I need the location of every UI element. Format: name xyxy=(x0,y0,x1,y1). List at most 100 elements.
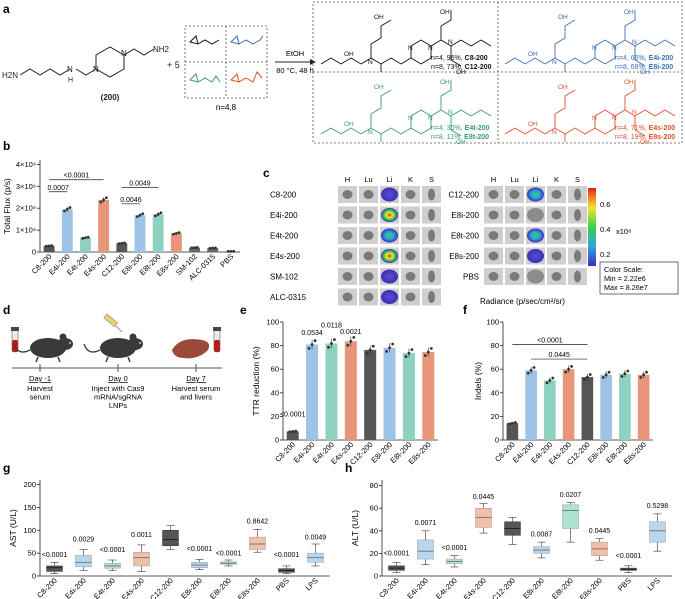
color-scale-text: Min = 2.22e6 xyxy=(604,274,646,283)
p-value-label: <0.0001 xyxy=(216,550,242,557)
data-point xyxy=(551,376,555,380)
data-point xyxy=(307,346,311,350)
product-atom-label: OH xyxy=(624,9,634,16)
colorbar-unit: x10⁸ xyxy=(616,227,631,236)
data-point xyxy=(410,348,414,352)
p-value-label: <0.0001 xyxy=(616,553,642,560)
product-atom-label: N xyxy=(408,115,413,122)
p-value-label: <0.0001 xyxy=(384,551,410,558)
p-value-label: 0.0207 xyxy=(560,492,582,499)
data-point xyxy=(532,366,536,369)
data-point xyxy=(385,350,388,353)
liver-signal xyxy=(381,290,398,304)
data-point xyxy=(123,241,126,245)
x-tick-label: PBS xyxy=(274,576,291,593)
data-point xyxy=(81,236,85,240)
data-point xyxy=(226,249,230,253)
bar-C12-200 xyxy=(581,377,594,440)
data-point xyxy=(513,421,517,424)
p-value-label: <0.0001 xyxy=(537,337,563,344)
bar-C8-200 xyxy=(43,245,55,252)
p-value-label: <0.0001 xyxy=(274,552,300,559)
data-point xyxy=(44,244,48,248)
timeline-step-desc: Harvest serum xyxy=(172,384,221,393)
product-atom-label: N xyxy=(448,39,453,46)
x-tick-label: C12-200 xyxy=(490,576,517,599)
timeline-step-desc: Inject with Cas9 xyxy=(92,384,145,393)
product-structure-2: OH OH OH OH N N N N xyxy=(320,79,492,146)
organ-shape xyxy=(363,231,374,240)
y-axis-label: AST (U/L) xyxy=(8,509,18,547)
p-value-label: <0.0001 xyxy=(187,546,213,553)
data-point xyxy=(423,354,427,357)
timeline-step-desc: LNPs xyxy=(109,401,128,410)
data-point xyxy=(404,355,408,358)
organ-shape xyxy=(551,251,562,261)
organ-shape xyxy=(405,251,416,261)
p-value-label: 0.5298 xyxy=(647,503,669,510)
data-point xyxy=(508,422,511,426)
data-point xyxy=(570,364,573,368)
product-atom-label: OH xyxy=(558,14,568,21)
panel-letter-b: b xyxy=(3,139,10,153)
organ-shape xyxy=(342,292,353,302)
organ-header: Lu xyxy=(510,175,518,184)
y-tick-label: 80 xyxy=(271,341,279,350)
amine-ring-n2: N xyxy=(121,49,127,58)
y-tick-label: 40 xyxy=(271,388,279,397)
y-tick-label: 0 xyxy=(275,436,279,445)
y-tick-label: 150 xyxy=(23,503,36,512)
data-point xyxy=(50,244,54,248)
organ-shape xyxy=(428,270,435,283)
x-tick-label: PBS xyxy=(616,576,633,593)
liver-signal xyxy=(381,187,398,202)
y-axis-label: Indels (%) xyxy=(473,362,483,400)
product-atom-label: OH xyxy=(440,9,450,16)
p-value-label: <0.0001 xyxy=(64,173,90,180)
organ-shape xyxy=(509,190,520,199)
organ-shape xyxy=(574,209,581,221)
data-point xyxy=(371,344,375,348)
product-structure-0: OH OH OH OH N N N N xyxy=(320,9,492,76)
amine-nh2-left: H2N xyxy=(2,71,18,80)
x-tick-label: C12-200 xyxy=(148,576,175,599)
organ-shape xyxy=(551,210,562,220)
reaction-arrow: EtOH 80 °C, 48 h xyxy=(275,49,316,75)
condition-solvent: EtOH xyxy=(286,49,304,58)
data-point xyxy=(154,214,157,218)
liver-signal xyxy=(381,249,398,263)
bar-E4i-200 xyxy=(61,209,73,252)
product-yield-label: n=4, 71%, E4s-200 xyxy=(615,125,675,132)
bar-E4t-200 xyxy=(80,237,91,252)
data-point xyxy=(214,246,217,250)
ivis-row-label: E8i-200 xyxy=(451,211,479,220)
y-axis-label: ALT (U/L) xyxy=(350,510,360,546)
p-value-label: 0.0049 xyxy=(129,180,151,187)
product-structure-1: OH OH OH OH N N N N xyxy=(504,9,676,76)
bar-E4s-200 xyxy=(344,341,357,440)
organ-header: K xyxy=(408,175,413,184)
product-atom-label: OH xyxy=(440,79,450,86)
box-C8-200 xyxy=(46,565,63,572)
bar-E8i-200 xyxy=(383,347,396,440)
data-point xyxy=(159,211,163,215)
y-tick-label: 20 xyxy=(491,412,499,421)
liver-signal xyxy=(381,269,398,284)
box-E8t-200 xyxy=(562,504,579,529)
timeline-day: Day 0 xyxy=(108,374,128,383)
bar-C8-200 xyxy=(506,423,519,440)
data-point xyxy=(583,378,586,381)
p-value-label: 0.0021 xyxy=(340,329,362,336)
product-yield-label: n=4, 66%, E4i-200 xyxy=(615,55,673,62)
amine-label: (200) xyxy=(101,93,120,102)
data-point xyxy=(365,352,369,355)
product-atom-label: OH xyxy=(640,69,650,76)
organ-shape xyxy=(342,210,353,220)
product-atom-label: OH xyxy=(528,51,538,58)
n-values: n=4,8 xyxy=(216,103,237,112)
p-value-label: 0.0029 xyxy=(73,537,95,544)
bar-E8s-200 xyxy=(637,374,650,440)
timeline-step-desc: serum xyxy=(30,393,51,402)
